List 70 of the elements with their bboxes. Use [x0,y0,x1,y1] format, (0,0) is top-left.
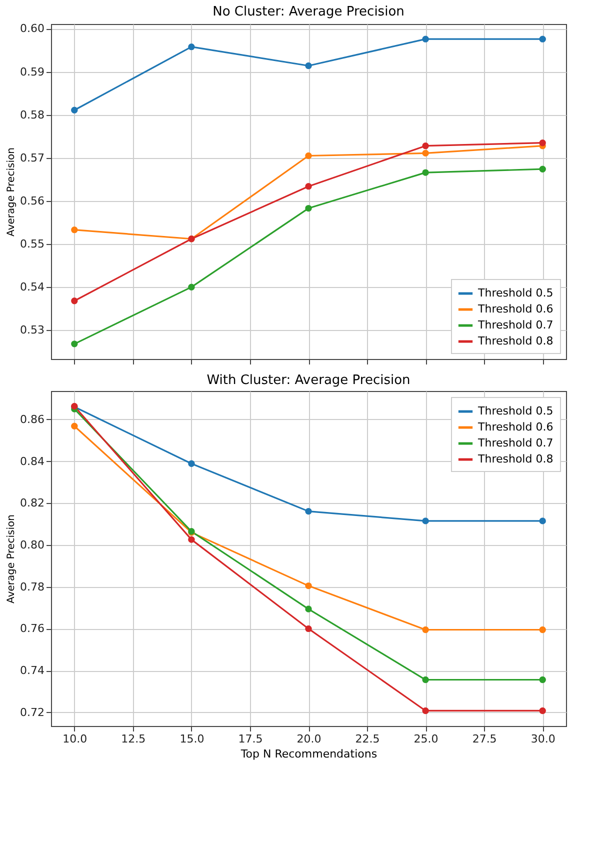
x-tick-label: 12.5 [121,732,146,746]
point [71,106,78,114]
y-tick-label: 0.54 [20,280,44,294]
point [422,150,429,157]
point [539,166,546,172]
point [305,508,312,515]
point [305,152,312,160]
point [539,707,546,714]
y-tick-label: 0.78 [20,580,44,594]
point [422,626,429,634]
x-tick-label: 27.5 [472,732,497,746]
y-tick-label: 0.60 [20,22,44,36]
point [71,298,78,304]
x-axis-title: Top N Recommendations [240,748,378,760]
point [422,169,429,176]
point [422,36,429,42]
y-tick-label: 0.80 [20,538,44,552]
y-tick-label: 0.84 [20,454,44,468]
point [71,340,78,348]
y-tick-label: 0.53 [20,324,44,337]
x-tick-label: 10.0 [62,732,88,746]
point [422,518,429,524]
x-tick-label: 30.0 [530,732,556,746]
point [422,142,429,150]
point [188,43,195,50]
legend-label: Threshold 0.7 [477,318,554,332]
x-tick-label: 15.0 [180,732,204,746]
x-tick-label: 22.5 [355,732,380,746]
point [305,182,312,190]
point [539,36,546,42]
y-tick-label: 0.59 [20,65,44,78]
y-tick-label: 0.76 [20,622,44,636]
legend-label: Threshold 0.5 [477,286,554,300]
legend-label: Threshold 0.6 [477,420,554,434]
y-tick-label: 0.72 [20,706,44,719]
point [539,518,546,524]
legend-label: Threshold 0.6 [477,302,554,316]
y-tick-label: 0.57 [20,151,44,164]
point [305,582,312,590]
point [539,626,546,634]
point [71,422,78,430]
y-tick-label: 0.56 [20,194,44,208]
legend-label: Threshold 0.7 [477,436,554,450]
y-tick-label: 0.58 [20,108,44,122]
chart-title: No Cluster: Average Precision [212,4,404,20]
point [422,707,429,714]
point [539,139,546,146]
point [305,606,312,612]
x-tick-label: 17.5 [238,732,263,746]
legend-label: Threshold 0.5 [477,404,554,418]
legend-label: Threshold 0.8 [477,334,554,348]
point [188,536,195,543]
y-tick-label: 0.74 [20,664,44,678]
x-tick-label: 20.0 [296,732,322,746]
y-tick-label: 0.55 [20,238,44,251]
y-tick-label: 0.86 [20,412,44,426]
point [305,62,312,70]
point [305,204,312,212]
point [188,284,195,290]
point [305,625,312,632]
y-axis-title: Average Precision [6,514,18,604]
x-tick-label: 25.0 [414,732,438,746]
point [539,676,546,684]
point [188,460,195,467]
point [422,676,429,684]
y-axis-title: Average Precision [6,148,18,236]
chart-title: With Cluster: Average Precision [206,373,410,388]
legend-label: Threshold 0.8 [477,452,554,466]
point [71,226,78,234]
y-tick-label: 0.82 [20,496,44,510]
